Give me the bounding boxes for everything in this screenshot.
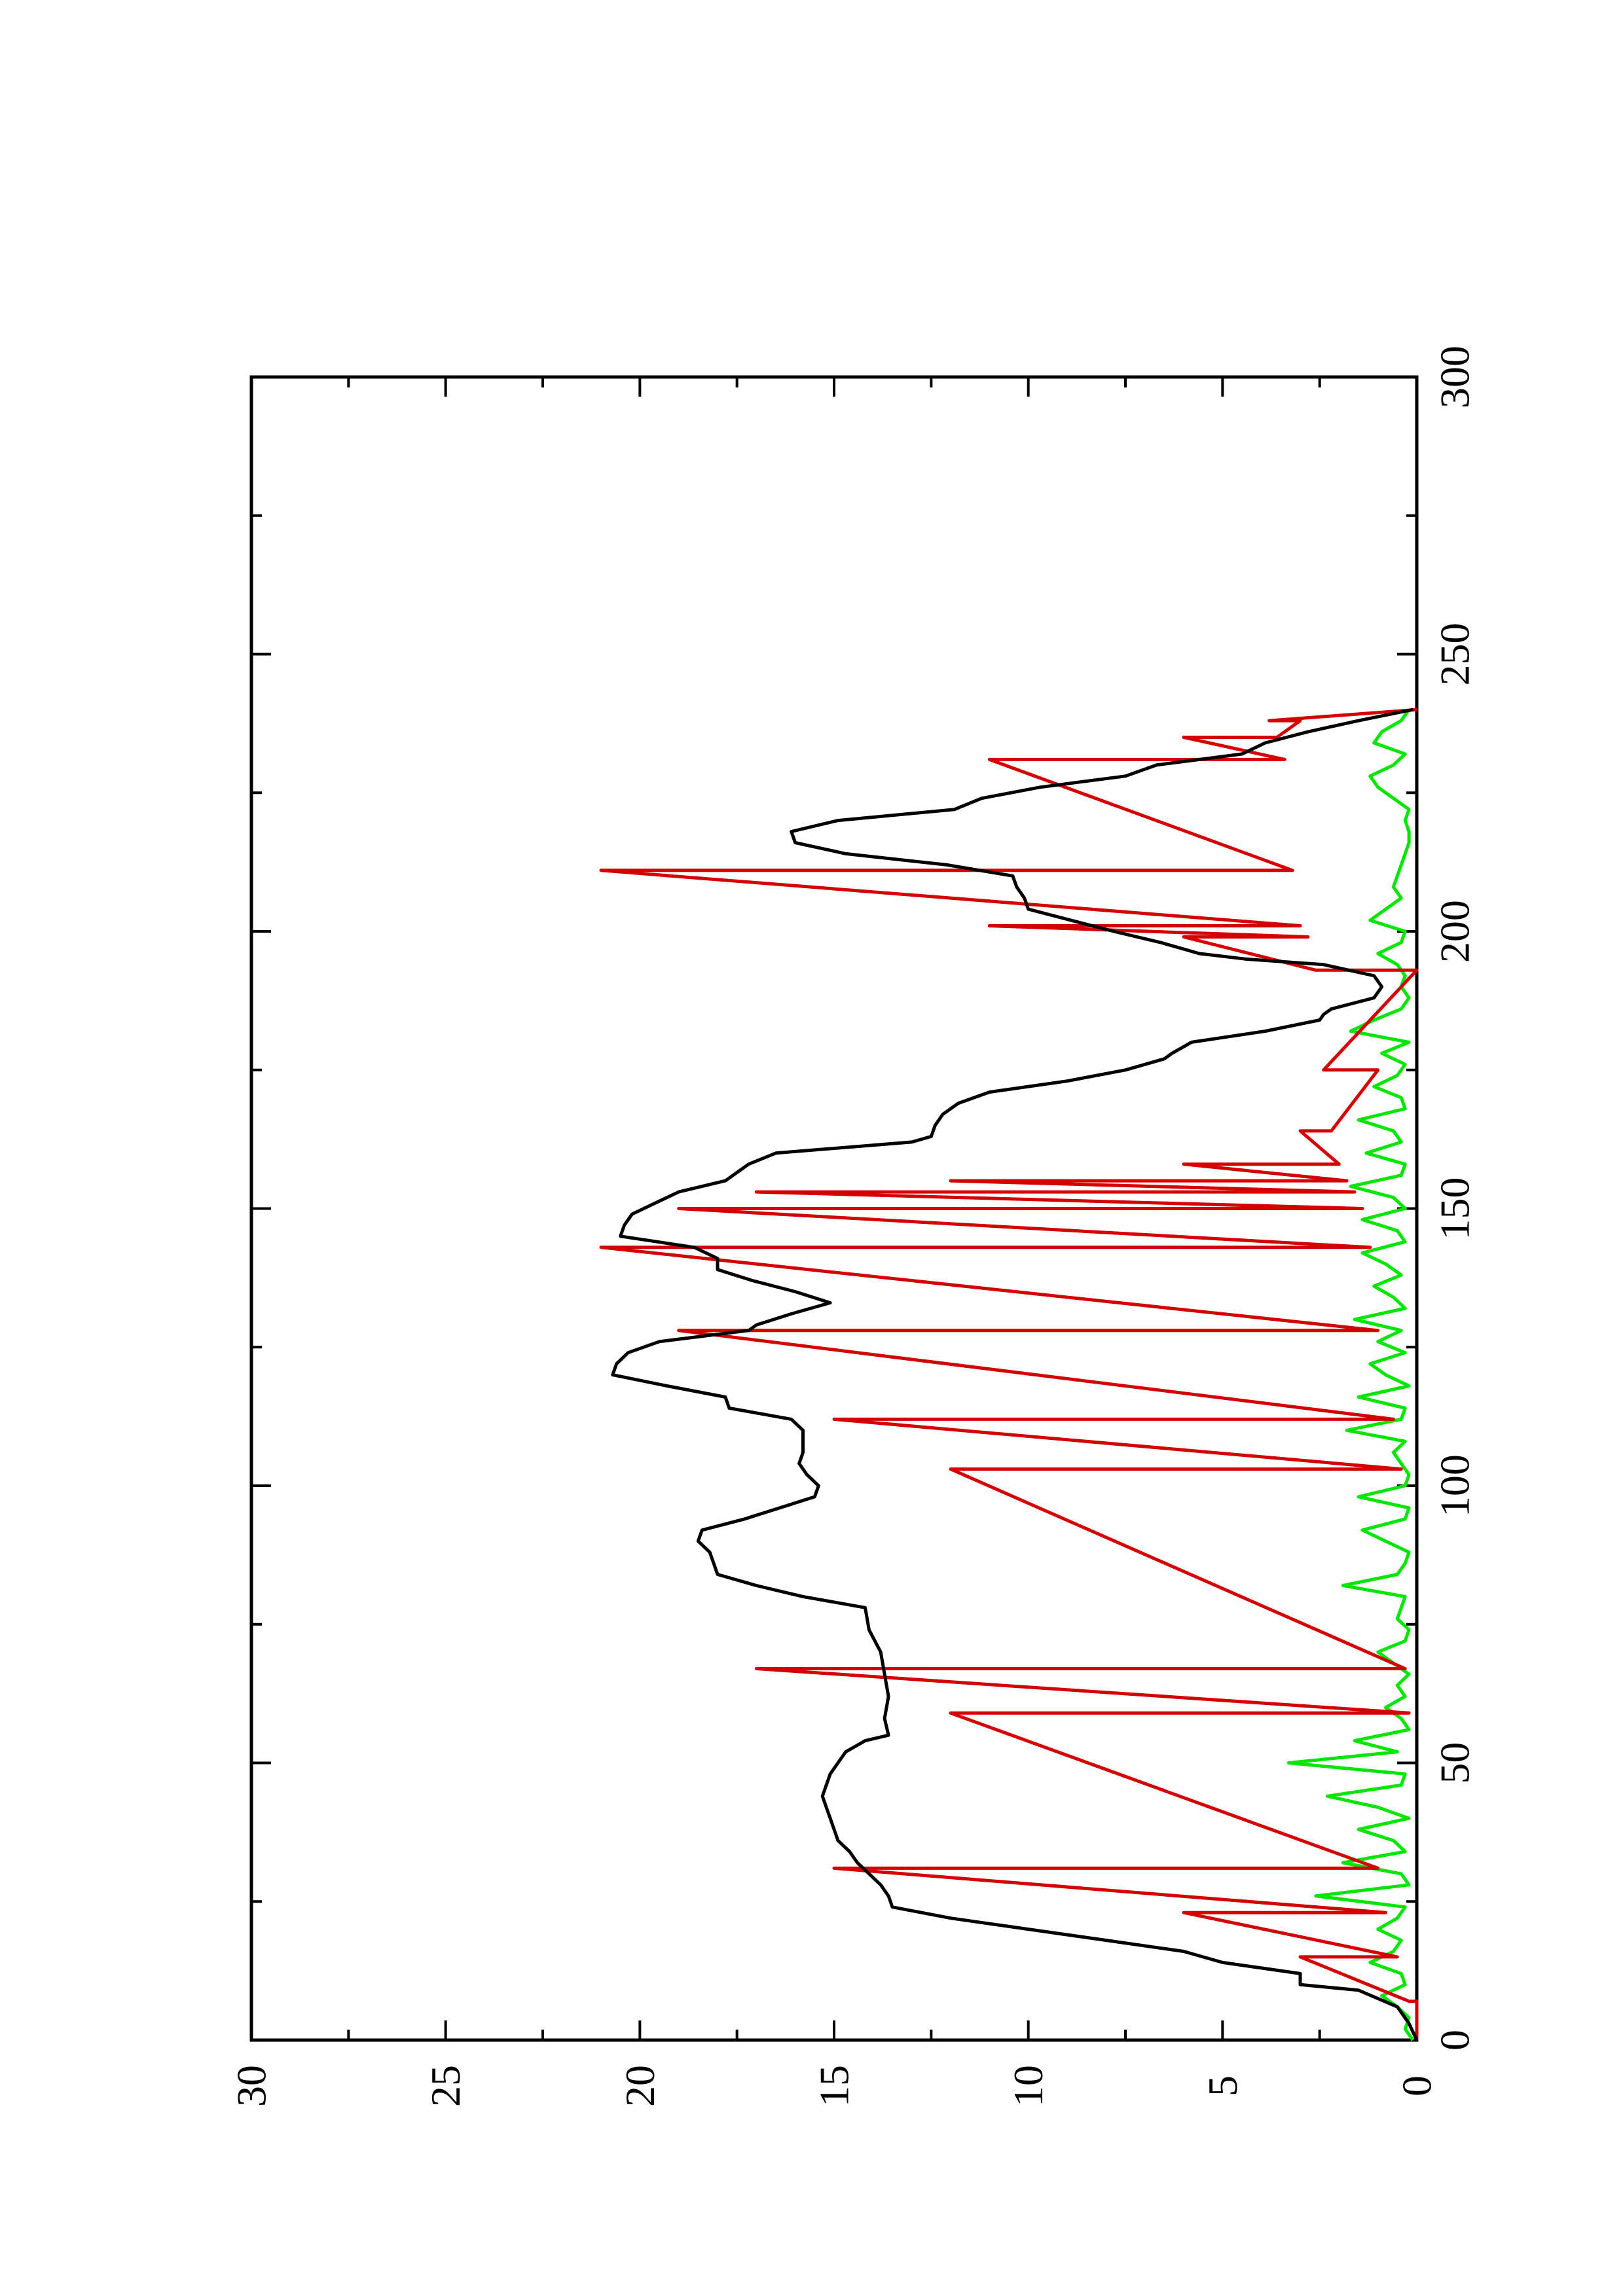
series-line-0 <box>611 708 1419 2041</box>
y-tick-label: 15 <box>811 2065 858 2107</box>
series-lines <box>599 708 1419 2041</box>
x-tick-label: 250 <box>1432 623 1478 686</box>
y-tick-label: 0 <box>1394 2075 1440 2096</box>
x-tick-label: 100 <box>1432 1454 1478 1517</box>
y-tick-label: 5 <box>1199 2075 1246 2096</box>
axis-tick-labels: 0 50 100 150 200 250 300 0 5 10 15 20 25 30 <box>228 346 1478 2107</box>
axis-ticks <box>250 376 1418 2041</box>
series-line-1 <box>599 708 1419 2040</box>
x-tick-label: 200 <box>1432 900 1478 963</box>
x-tick-label: 300 <box>1432 346 1478 408</box>
series-line-2 <box>1286 708 1415 2041</box>
y-tick-label: 30 <box>228 2065 275 2107</box>
y-tick-label: 20 <box>617 2065 663 2107</box>
x-tick-label: 0 <box>1432 2030 1478 2051</box>
x-tick-label: 50 <box>1432 1742 1478 1784</box>
x-tick-label: 150 <box>1432 1177 1478 1240</box>
y-tick-label: 10 <box>1005 2065 1051 2107</box>
y-tick-label: 25 <box>422 2065 469 2107</box>
